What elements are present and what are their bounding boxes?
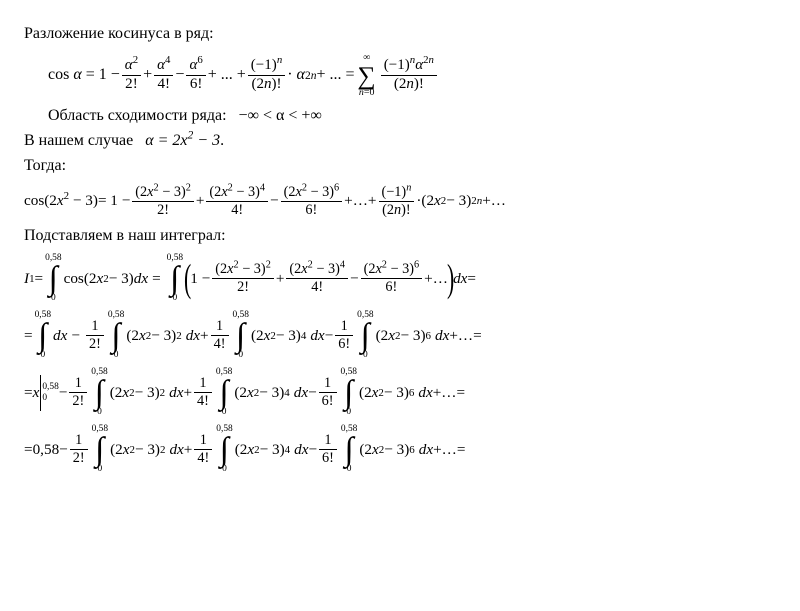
- then-line: Тогда:: [24, 156, 776, 177]
- heading-cos-expansion: Разложение косинуса в ряд:: [24, 24, 776, 45]
- convergence-line: Область сходимости ряда: −∞ < α < +∞: [24, 106, 776, 127]
- lhs2: cos(2x2 − 3): [24, 191, 98, 211]
- convergence-expr: −∞ < α < +∞: [239, 107, 322, 124]
- term-4: α66!: [186, 58, 205, 93]
- formula-I1-line3: = x 0,580 − 12! 0,58∫0 (2x2 − 3)2dx + 14…: [24, 368, 776, 417]
- eval-bar: 0,580: [39, 375, 58, 411]
- general-term-coef: (−1)n(2n)!: [248, 58, 285, 93]
- substitution-line: В нашем случае α = 2x2 − 3.: [24, 131, 776, 152]
- insert-integral-line: Подставляем в наш интеграл:: [24, 226, 776, 247]
- formula-I1-line4: = 0,58 − 12! 0,58∫0 (2x2 − 3)2dx + 14! 0…: [24, 425, 776, 474]
- int-1: 0,58∫0: [45, 254, 61, 303]
- formula-cos-series: cosα =1− α22! + α44! − α66! + ... + (−1)…: [24, 53, 776, 98]
- term-3: α44!: [154, 58, 173, 93]
- formula-I1-line2: = 0,58∫0 dx − 12! 0,58∫0 (2x2 − 3)2dx + …: [24, 311, 776, 360]
- alpha-substitution: α = 2x2 − 3: [145, 132, 220, 149]
- sum-term: (−1)nα2n (2n)!: [381, 58, 437, 93]
- formula-I1-line1: I1 = 0,58∫0 cos(2x2 − 3)dx = 0,58∫0 ( 1 …: [24, 254, 776, 303]
- sum-symbol: ∞ ∑ n=0: [358, 53, 376, 98]
- term-2: α22!: [122, 58, 141, 93]
- lhs: cosα: [48, 65, 82, 86]
- formula-cos-substituted: cos(2x2 − 3) = 1 − (2x2 − 3)22! + (2x2 −…: [24, 185, 776, 218]
